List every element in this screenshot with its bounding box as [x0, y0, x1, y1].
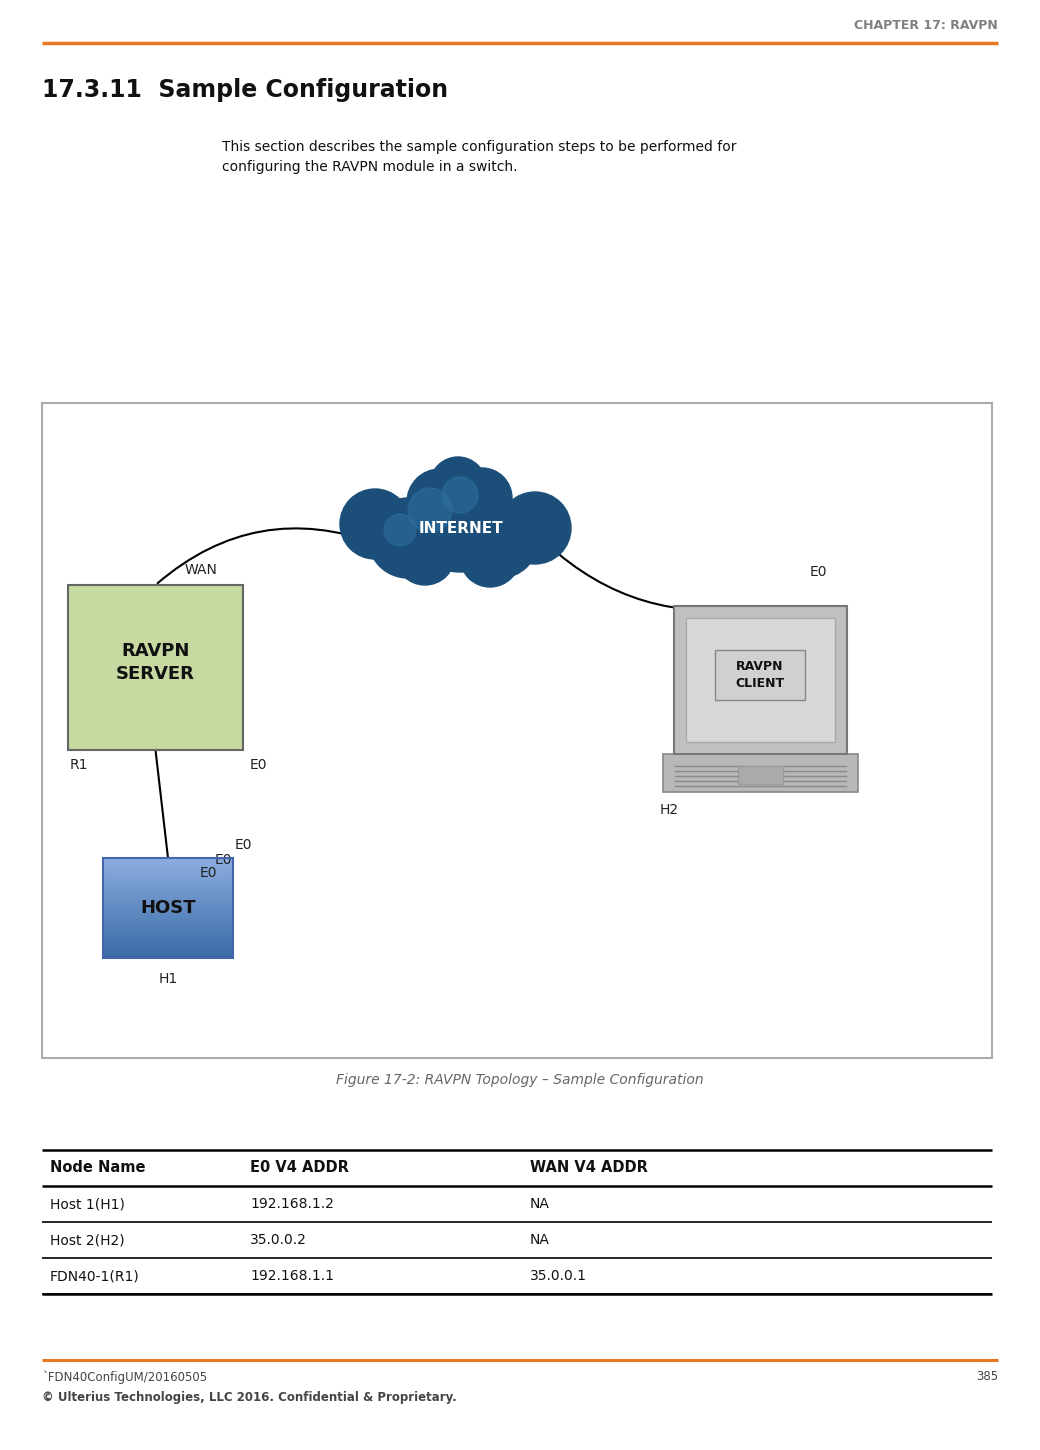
Text: This section describes the sample configuration steps to be performed for
config: This section describes the sample config… — [222, 141, 736, 174]
Text: Figure 17-2: RAVPN Topology – Sample Configuration: Figure 17-2: RAVPN Topology – Sample Con… — [336, 1073, 704, 1088]
Text: HOST: HOST — [140, 899, 196, 916]
Circle shape — [462, 502, 538, 579]
FancyBboxPatch shape — [674, 606, 847, 754]
Text: RAVPN
CLIENT: RAVPN CLIENT — [735, 660, 784, 690]
Text: WAN V4 ADDR: WAN V4 ADDR — [530, 1160, 648, 1176]
FancyBboxPatch shape — [716, 650, 805, 700]
Circle shape — [368, 497, 448, 579]
Text: 35.0.0.2: 35.0.0.2 — [250, 1232, 307, 1247]
Circle shape — [499, 492, 571, 564]
Circle shape — [384, 513, 416, 547]
Circle shape — [460, 526, 520, 587]
FancyBboxPatch shape — [662, 754, 858, 792]
Text: 192.168.1.1: 192.168.1.1 — [250, 1269, 334, 1283]
FancyBboxPatch shape — [685, 618, 834, 742]
Text: Node Name: Node Name — [50, 1160, 146, 1176]
Text: FDN40-1(R1): FDN40-1(R1) — [50, 1269, 139, 1283]
Circle shape — [430, 457, 486, 513]
Text: `FDN40ConfigUM/20160505: `FDN40ConfigUM/20160505 — [42, 1370, 207, 1383]
Circle shape — [408, 468, 512, 571]
Text: R1: R1 — [70, 758, 88, 771]
Text: E0 V4 ADDR: E0 V4 ADDR — [250, 1160, 348, 1176]
Text: NA: NA — [530, 1232, 550, 1247]
Text: E0: E0 — [200, 866, 217, 880]
Text: H1: H1 — [158, 972, 178, 986]
Circle shape — [340, 489, 410, 560]
Text: E0: E0 — [810, 566, 828, 579]
Text: WAN: WAN — [185, 563, 217, 577]
Text: 17.3.11  Sample Configuration: 17.3.11 Sample Configuration — [42, 78, 448, 102]
FancyArrowPatch shape — [158, 528, 378, 583]
Text: E0: E0 — [250, 758, 267, 771]
FancyBboxPatch shape — [68, 584, 243, 750]
Text: NA: NA — [530, 1198, 550, 1211]
Text: 385: 385 — [976, 1370, 998, 1383]
Text: RAVPN
SERVER: RAVPN SERVER — [116, 642, 194, 683]
Text: INTERNET: INTERNET — [419, 521, 503, 535]
FancyBboxPatch shape — [42, 403, 992, 1058]
FancyBboxPatch shape — [737, 766, 782, 784]
Text: 35.0.0.1: 35.0.0.1 — [530, 1269, 587, 1283]
Text: E0: E0 — [215, 853, 233, 867]
Text: 192.168.1.2: 192.168.1.2 — [250, 1198, 334, 1211]
Circle shape — [395, 525, 456, 584]
Text: Host 2(H2): Host 2(H2) — [50, 1232, 125, 1247]
Circle shape — [452, 468, 512, 528]
Text: H2: H2 — [660, 803, 679, 816]
Text: Host 1(H1): Host 1(H1) — [50, 1198, 125, 1211]
Text: © Ulterius Technologies, LLC 2016. Confidential & Proprietary.: © Ulterius Technologies, LLC 2016. Confi… — [42, 1392, 457, 1405]
Circle shape — [442, 477, 478, 513]
FancyArrowPatch shape — [547, 544, 757, 610]
Text: E0: E0 — [235, 838, 253, 853]
Circle shape — [407, 468, 473, 535]
Circle shape — [408, 489, 452, 532]
Text: CHAPTER 17: RAVPN: CHAPTER 17: RAVPN — [854, 19, 998, 32]
